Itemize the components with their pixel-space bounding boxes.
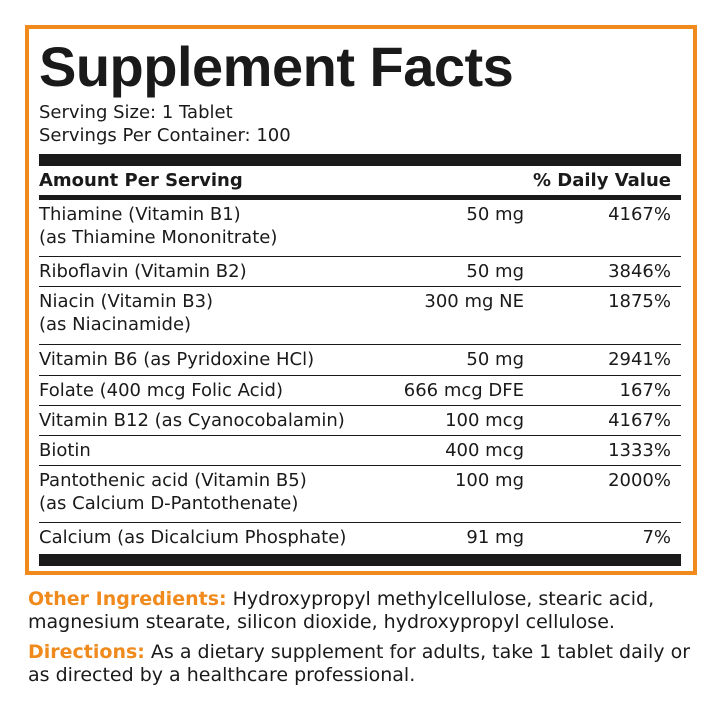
supplement-facts-panel: Supplement Facts Serving Size: 1 Tablet … (25, 25, 697, 575)
nutrient-row: Calcium (as Dicalcium Phosphate) 91 mg 7… (39, 523, 681, 553)
nutrient-row: Pantothenic acid (Vitamin B5) (as Calcium… (39, 466, 681, 523)
nutrient-name: Biotin (39, 440, 91, 461)
other-ingredients-label: Other Ingredients: (28, 588, 227, 610)
nutrient-amount: 50 mg (466, 349, 524, 370)
nutrient-amount: 100 mg (454, 470, 524, 491)
nutrient-name: Niacin (Vitamin B3) (as Niacinamide) (39, 291, 214, 335)
daily-value-header: % Daily Value (532, 170, 671, 191)
nutrient-name: Thiamine (Vitamin B1) (as Thiamine Mononi… (39, 204, 278, 248)
nutrient-amount: 300 mg NE (424, 291, 524, 312)
directions-text: As a dietary supplement for adults, take… (28, 641, 691, 686)
nutrient-row: Niacin (Vitamin B3) (as Niacinamide) 300 … (39, 287, 681, 345)
thick-divider-bottom (39, 554, 681, 566)
nutrient-name: Vitamin B6 (as Pyridoxine HCl) (39, 349, 315, 370)
nutrient-daily-value: 1333% (608, 440, 671, 461)
nutrient-name: Riboflavin (Vitamin B2) (39, 261, 247, 282)
serving-size: Serving Size: 1 Tablet (39, 102, 233, 123)
nutrient-row: Riboflavin (Vitamin B2) 50 mg 3846% (39, 257, 681, 287)
nutrient-daily-value: 4167% (608, 410, 671, 431)
nutrient-daily-value: 1875% (608, 291, 671, 312)
servings-per-container: Servings Per Container: 100 (39, 125, 291, 146)
nutrient-amount: 100 mcg (445, 410, 524, 431)
nutrient-amount: 666 mcg DFE (403, 380, 524, 401)
thick-divider-top (39, 154, 681, 166)
nutrient-row: Thiamine (Vitamin B1) (as Thiamine Mononi… (39, 200, 681, 257)
nutrient-name: Folate (400 mcg Folic Acid) (39, 380, 283, 401)
nutrient-amount: 50 mg (466, 204, 524, 225)
amount-per-serving-header: Amount Per Serving (39, 170, 243, 191)
table-header: Amount Per Serving % Daily Value (39, 168, 681, 194)
panel-title: Supplement Facts (39, 35, 514, 98)
directions: Directions: As a dietary supplement for … (28, 641, 698, 687)
nutrient-row: Biotin 400 mcg 1333% (39, 436, 681, 466)
nutrient-daily-value: 2000% (608, 470, 671, 491)
nutrient-amount: 91 mg (466, 527, 524, 548)
nutrient-amount: 400 mcg (445, 440, 524, 461)
nutrient-amount: 50 mg (466, 261, 524, 282)
nutrient-name: Vitamin B12 (as Cyanocobalamin) (39, 410, 345, 431)
directions-label: Directions: (28, 641, 145, 663)
nutrient-daily-value: 167% (619, 380, 671, 401)
nutrient-daily-value: 4167% (608, 204, 671, 225)
other-ingredients: Other Ingredients: Hydroxypropyl methylc… (28, 588, 698, 634)
other-ingredients-text: Hydroxypropyl methylcellulose, stearic a… (28, 588, 655, 633)
nutrient-daily-value: 2941% (608, 349, 671, 370)
nutrient-row: Vitamin B12 (as Cyanocobalamin) 100 mcg … (39, 406, 681, 436)
nutrient-daily-value: 7% (642, 527, 671, 548)
nutrient-daily-value: 3846% (608, 261, 671, 282)
nutrient-row: Vitamin B6 (as Pyridoxine HCl) 50 mg 294… (39, 345, 681, 376)
thick-divider-header (39, 195, 681, 200)
nutrient-name: Pantothenic acid (Vitamin B5) (as Calcium… (39, 470, 307, 514)
nutrient-row: Folate (400 mcg Folic Acid) 666 mcg DFE … (39, 376, 681, 406)
nutrient-name: Calcium (as Dicalcium Phosphate) (39, 527, 347, 548)
